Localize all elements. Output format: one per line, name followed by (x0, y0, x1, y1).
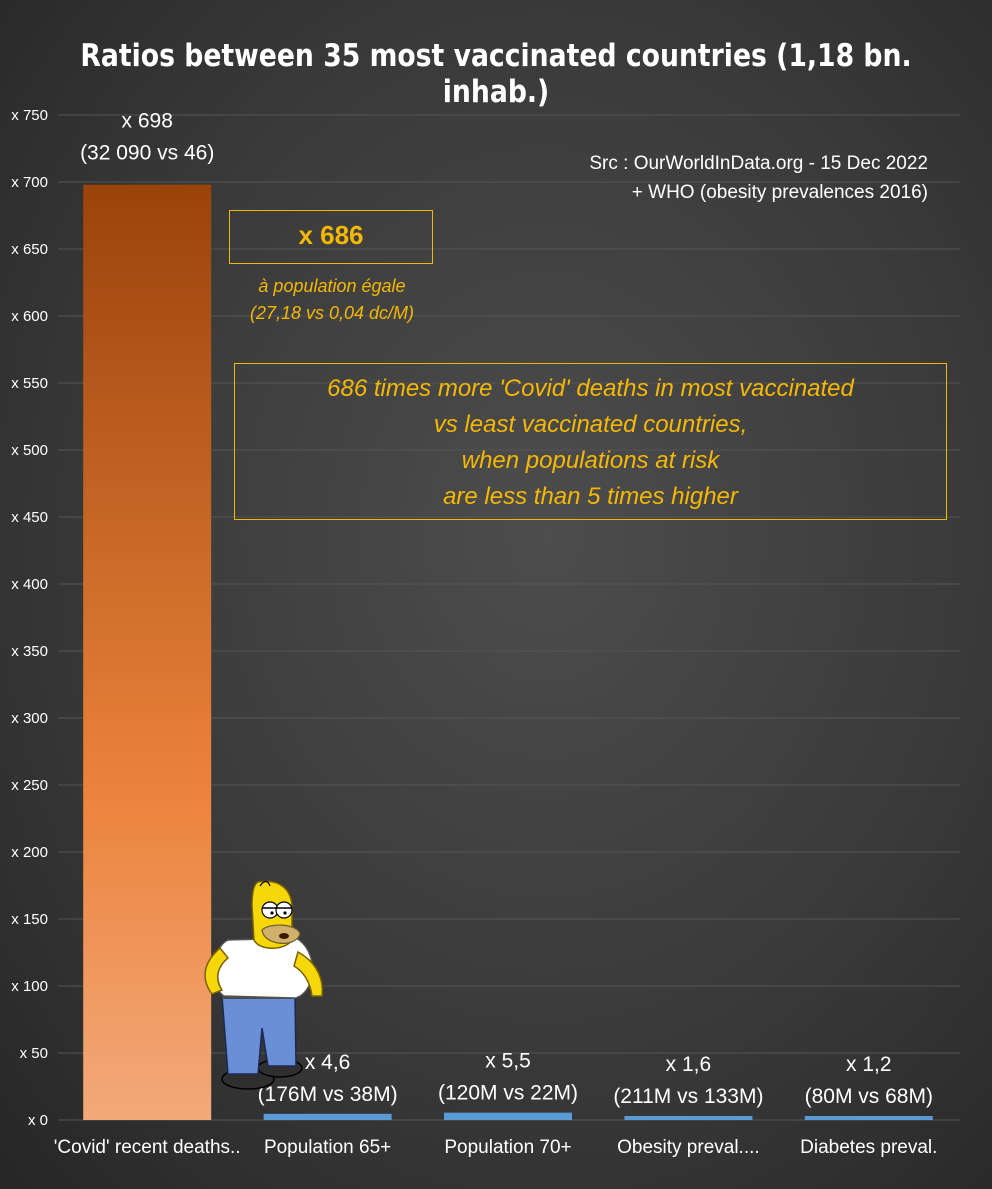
message-line-4: are less than 5 times higher (443, 483, 738, 510)
y-tick-label: x 0 (28, 1112, 48, 1129)
y-tick-label: x 450 (11, 509, 48, 526)
x-category-label: Population 65+ (264, 1137, 391, 1158)
data-label: (32 090 vs 46) (80, 142, 214, 165)
data-label: (176M vs 38M) (258, 1083, 398, 1106)
data-label: (80M vs 68M) (805, 1085, 933, 1108)
bar-3 (624, 1116, 753, 1120)
data-label: x 1,6 (666, 1053, 712, 1076)
x-category-label: Population 70+ (444, 1137, 571, 1158)
message-box (234, 363, 947, 520)
message-line-3: when populations at risk (461, 447, 720, 474)
x-category-label: Obesity preval.... (617, 1137, 760, 1158)
y-tick-label: x 400 (11, 576, 48, 593)
chart-title: Ratios between 35 most vaccinated countr… (80, 38, 912, 110)
data-label: x 698 (122, 110, 173, 133)
source-line-1: Src : OurWorldInData.org - 15 Dec 2022 (589, 153, 928, 174)
y-tick-label: x 350 (11, 643, 48, 660)
data-labels: x 698 (32 090 vs 46) x 4,6 (176M vs 38M) x 5… (80, 110, 933, 1108)
y-tick-label: x 250 (11, 777, 48, 794)
y-tick-label: x 750 (11, 107, 48, 124)
ratio-box (229, 210, 433, 264)
data-label: x 1,2 (846, 1053, 892, 1076)
data-label: x 5,5 (485, 1050, 531, 1073)
y-tick-label: x 700 (11, 174, 48, 191)
y-tick-label: x 600 (11, 308, 48, 325)
bar-2 (444, 1112, 572, 1120)
homer-simpson-illustration (204, 880, 324, 1090)
x-category-label: 'Covid' recent deaths.. (54, 1137, 241, 1158)
ratio-value: x 686 (298, 220, 364, 250)
y-tick-label: x 500 (11, 442, 48, 459)
equal-population-detail: (27,18 vs 0,04 dc/M) (249, 303, 415, 323)
y-tick-label: x 650 (11, 241, 48, 258)
y-tick-label: x 300 (11, 710, 48, 727)
bars (83, 184, 933, 1120)
data-label: x 4,6 (305, 1051, 351, 1074)
data-label: (120M vs 22M) (438, 1082, 578, 1105)
bar-1 (263, 1113, 392, 1120)
y-tick-label: x 550 (11, 375, 48, 392)
x-axis-labels: 'Covid' recent deaths.. Population 65+ Pop… (54, 1137, 938, 1158)
y-axis-ticks: x 0 x 50 x 100 x 150 x 200 x 250 x 300 x 350 x 4… (11, 107, 48, 1129)
equal-population-label: à population égale (258, 276, 406, 296)
message-line-1: 686 times more 'Covid' deaths in most va… (327, 375, 854, 402)
bar-0 (83, 184, 212, 1120)
y-tick-label: x 150 (11, 911, 48, 928)
bar-4 (804, 1116, 933, 1120)
message-line-2: vs least vaccinated countries, (433, 411, 748, 438)
y-tick-label: x 50 (20, 1045, 48, 1062)
source-line-2: + WHO (obesity prevalences 2016) (631, 182, 928, 203)
y-tick-label: x 200 (11, 844, 48, 861)
y-tick-label: x 100 (11, 978, 48, 995)
x-category-label: Diabetes preval. (800, 1137, 937, 1158)
data-label: (211M vs 133M) (613, 1085, 763, 1108)
